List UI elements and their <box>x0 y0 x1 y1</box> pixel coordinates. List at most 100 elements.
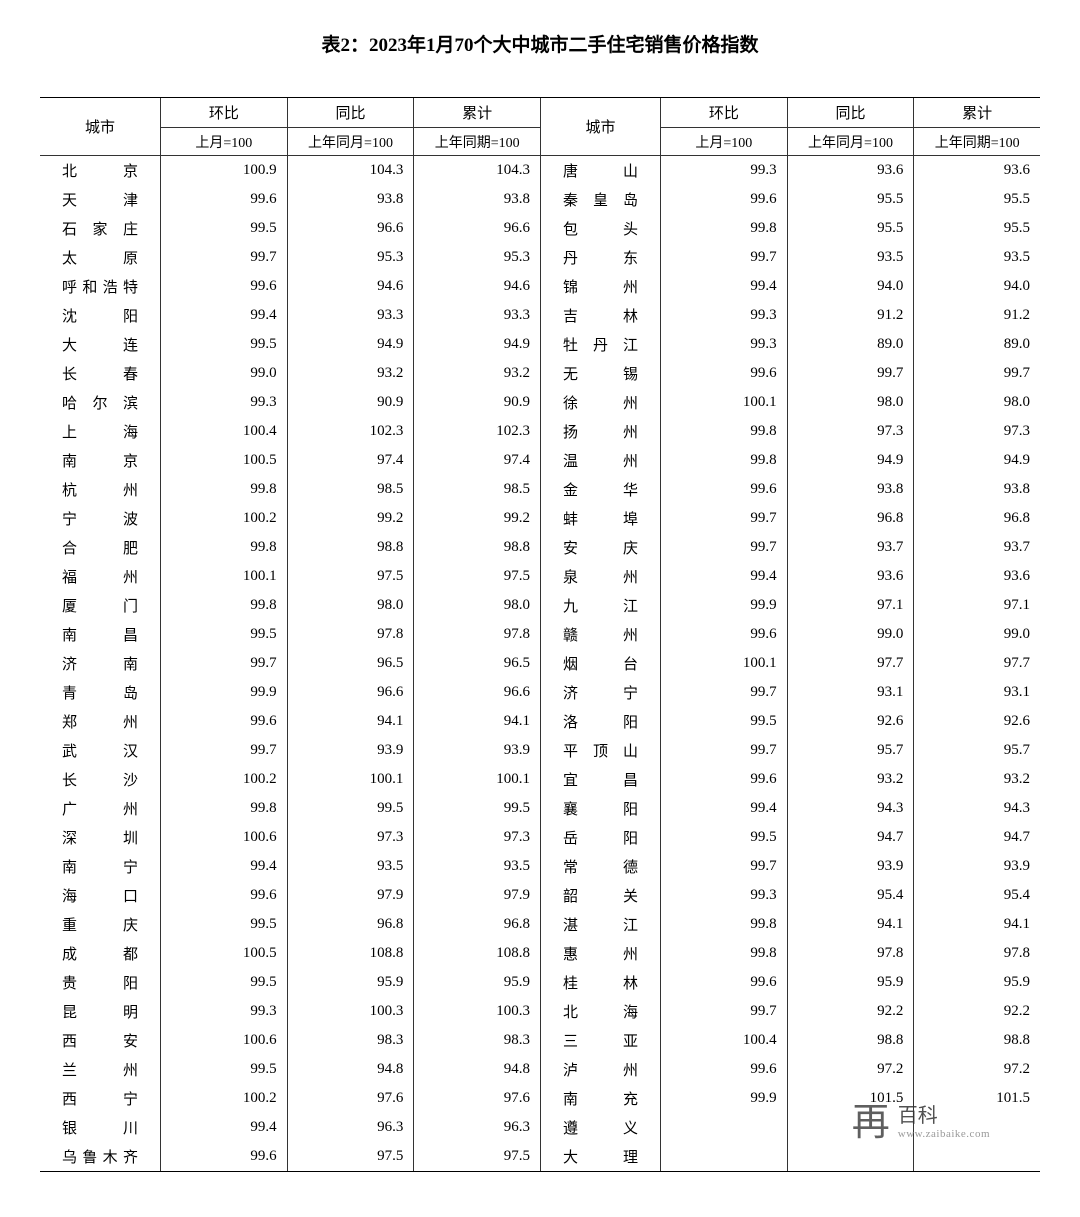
value-cell: 99.4 <box>661 272 787 301</box>
value-cell: 97.8 <box>414 620 540 649</box>
value-cell: 94.3 <box>914 794 1040 823</box>
value-cell: 97.7 <box>914 649 1040 678</box>
city-cell: 洛阳 <box>541 707 660 736</box>
city-cell: 扬州 <box>541 417 660 446</box>
city-cell: 北京 <box>40 156 160 185</box>
city-cell: 蚌埠 <box>541 504 660 533</box>
city-cell: 乌鲁木齐 <box>40 1142 160 1171</box>
value-cell: 97.5 <box>414 562 540 591</box>
value-cell: 97.4 <box>414 446 540 475</box>
value-cell: 102.3 <box>288 417 414 446</box>
value-cell: 98.3 <box>288 1026 414 1055</box>
value-cell: 100.4 <box>661 1026 787 1055</box>
value-cell: 96.3 <box>414 1113 540 1142</box>
value-cell: 98.8 <box>788 1026 914 1055</box>
value-cell: 99.6 <box>661 359 787 388</box>
value-cell: 99.4 <box>661 562 787 591</box>
value-cell: 97.4 <box>288 446 414 475</box>
value-cell: 94.8 <box>288 1055 414 1084</box>
value-cell: 99.6 <box>661 765 787 794</box>
header-mom: 环比 <box>661 98 787 128</box>
city-cell: 杭州 <box>40 475 160 504</box>
value-cell: 95.4 <box>914 881 1040 910</box>
city-cell: 湛江 <box>541 910 660 939</box>
value-cell: 104.3 <box>414 156 540 185</box>
value-cell: 99.8 <box>661 910 787 939</box>
value-cell: 93.7 <box>914 533 1040 562</box>
value-cell <box>914 1142 1040 1171</box>
city-cell: 沈阳 <box>40 301 160 330</box>
city-cell: 温州 <box>541 446 660 475</box>
value-cell: 99.6 <box>661 968 787 997</box>
value-cell: 90.9 <box>288 388 414 417</box>
value-cell: 92.6 <box>914 707 1040 736</box>
value-cell: 93.3 <box>288 301 414 330</box>
value-cell: 100.3 <box>288 997 414 1026</box>
value-cell: 96.3 <box>288 1113 414 1142</box>
value-cell: 99.5 <box>161 968 287 997</box>
value-cell: 93.9 <box>914 852 1040 881</box>
value-cell: 95.5 <box>788 214 914 243</box>
value-cell: 99.5 <box>161 214 287 243</box>
city-cell: 长春 <box>40 359 160 388</box>
value-cell: 93.9 <box>788 852 914 881</box>
value-cell: 100.5 <box>161 446 287 475</box>
value-cell: 97.3 <box>414 823 540 852</box>
value-cell: 97.8 <box>788 939 914 968</box>
city-cell: 兰州 <box>40 1055 160 1084</box>
value-cell: 93.2 <box>914 765 1040 794</box>
value-cell: 99.4 <box>661 794 787 823</box>
table-title: 表2：2023年1月70个大中城市二手住宅销售价格指数 <box>40 30 1040 57</box>
value-cell: 97.6 <box>414 1084 540 1113</box>
header-cum: 累计 <box>414 98 540 128</box>
value-cell: 99.8 <box>661 939 787 968</box>
value-cell: 100.5 <box>161 939 287 968</box>
value-cell: 93.9 <box>414 736 540 765</box>
value-cell: 94.7 <box>788 823 914 852</box>
city-cell: 北海 <box>541 997 660 1026</box>
city-cell: 合肥 <box>40 533 160 562</box>
value-cell: 96.8 <box>788 504 914 533</box>
value-cell: 97.7 <box>788 649 914 678</box>
city-cell: 福州 <box>40 562 160 591</box>
value-cell: 94.9 <box>788 446 914 475</box>
value-cell: 97.5 <box>288 1142 414 1171</box>
value-cell: 94.1 <box>288 707 414 736</box>
value-cell: 99.7 <box>161 243 287 272</box>
value-cell: 89.0 <box>788 330 914 359</box>
cum-column: 累计上年同期=10093.695.595.593.594.091.289.099… <box>913 98 1040 1171</box>
header-city: 城市 <box>40 98 160 156</box>
city-cell: 锦州 <box>541 272 660 301</box>
city-cell: 济南 <box>40 649 160 678</box>
city-cell: 天津 <box>40 185 160 214</box>
value-cell: 95.5 <box>914 214 1040 243</box>
value-cell: 94.1 <box>788 910 914 939</box>
value-cell: 97.5 <box>288 562 414 591</box>
value-cell: 95.9 <box>788 968 914 997</box>
value-cell: 97.3 <box>788 417 914 446</box>
value-cell: 95.5 <box>914 185 1040 214</box>
value-cell: 99.6 <box>161 272 287 301</box>
subheader-cum: 上年同期=100 <box>914 128 1040 156</box>
value-cell: 94.9 <box>288 330 414 359</box>
value-cell: 97.2 <box>788 1055 914 1084</box>
value-cell: 99.3 <box>161 388 287 417</box>
value-cell: 97.1 <box>914 591 1040 620</box>
city-cell: 赣州 <box>541 620 660 649</box>
value-cell: 97.3 <box>914 417 1040 446</box>
value-cell: 97.8 <box>914 939 1040 968</box>
value-cell: 100.4 <box>161 417 287 446</box>
city-cell: 重庆 <box>40 910 160 939</box>
header-cum: 累计 <box>914 98 1040 128</box>
city-cell: 宜昌 <box>541 765 660 794</box>
subheader-cum: 上年同期=100 <box>414 128 540 156</box>
value-cell: 91.2 <box>788 301 914 330</box>
city-cell: 大连 <box>40 330 160 359</box>
value-cell: 98.0 <box>288 591 414 620</box>
city-cell: 襄阳 <box>541 794 660 823</box>
city-cell: 丹东 <box>541 243 660 272</box>
value-cell: 108.8 <box>288 939 414 968</box>
city-cell: 广州 <box>40 794 160 823</box>
value-cell: 99.6 <box>661 620 787 649</box>
value-cell: 100.6 <box>161 1026 287 1055</box>
